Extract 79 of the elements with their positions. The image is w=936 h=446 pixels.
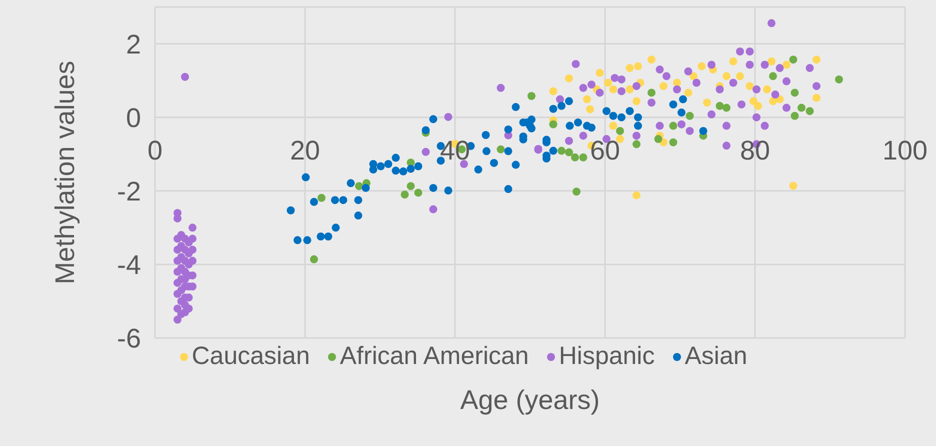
point	[414, 188, 422, 197]
point	[648, 88, 656, 97]
point	[406, 182, 415, 190]
legend-label: Caucasian	[192, 342, 310, 370]
point	[686, 112, 694, 120]
legend-label: Asian	[684, 342, 748, 370]
x-tick-label: 100	[882, 135, 928, 166]
point	[716, 102, 724, 110]
legend-label: Hispanic	[558, 342, 655, 370]
y-tick-label: -6	[116, 324, 141, 354]
point	[782, 60, 790, 69]
point	[318, 194, 326, 202]
point	[790, 112, 799, 120]
point	[586, 105, 594, 114]
legend-label: African American	[340, 342, 529, 370]
point	[690, 72, 698, 80]
point	[583, 95, 591, 104]
point	[789, 182, 798, 190]
point	[626, 64, 634, 72]
point	[768, 57, 776, 66]
point	[812, 56, 820, 64]
point	[609, 122, 618, 130]
point	[609, 85, 618, 94]
point	[632, 97, 640, 106]
point	[565, 148, 573, 156]
point	[355, 182, 363, 190]
point	[571, 153, 579, 162]
point	[496, 145, 505, 154]
y-tick-label: 0	[126, 102, 141, 133]
point	[549, 120, 558, 128]
y-tick-label: 2	[126, 29, 141, 60]
point	[806, 107, 814, 116]
point	[790, 88, 799, 97]
point	[754, 102, 762, 110]
point	[812, 94, 820, 102]
point	[400, 190, 409, 199]
point	[310, 255, 318, 264]
point	[729, 57, 738, 66]
point	[673, 78, 681, 87]
point	[660, 82, 668, 90]
point	[634, 62, 642, 70]
x-tick-label: 0	[147, 135, 163, 166]
point	[626, 85, 634, 94]
x-tick-label: 60	[590, 135, 620, 166]
point	[750, 97, 758, 106]
point	[579, 153, 588, 162]
point	[654, 135, 662, 144]
y-tick-label: -4	[116, 250, 141, 280]
point	[698, 62, 706, 70]
x-tick-label: 20	[290, 135, 320, 166]
point	[669, 122, 678, 130]
point	[736, 72, 744, 80]
point	[558, 146, 566, 155]
point	[769, 97, 777, 106]
point	[616, 126, 624, 135]
point	[746, 82, 754, 90]
point	[763, 85, 771, 94]
point	[684, 88, 692, 97]
point	[632, 140, 640, 148]
point	[769, 72, 777, 80]
point	[596, 68, 604, 77]
point	[669, 138, 678, 146]
point	[722, 104, 730, 112]
point	[798, 104, 806, 112]
point	[789, 56, 798, 64]
point	[703, 98, 711, 107]
point	[572, 188, 580, 196]
point	[565, 74, 573, 82]
x-tick-label: 80	[740, 135, 770, 166]
y-tick-label: -2	[116, 176, 141, 206]
point	[648, 56, 656, 64]
point	[549, 87, 558, 96]
point	[722, 72, 730, 80]
point	[632, 191, 640, 200]
x-axis-title: Age (years)	[459, 385, 601, 416]
point	[835, 75, 843, 84]
point	[528, 92, 536, 100]
point	[604, 78, 612, 87]
y-axis-title: Methylation values	[50, 60, 80, 284]
